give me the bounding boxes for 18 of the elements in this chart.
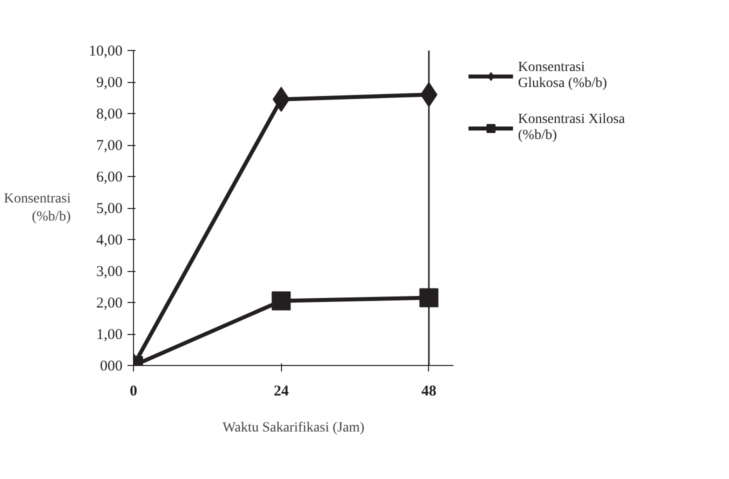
y-axis-title: Konsentrasi (%b/b) — [4, 192, 72, 224]
y-tick-label: 000 — [100, 358, 122, 374]
legend-label: Konsentrasi Xilosa (%b/b) — [518, 112, 625, 144]
x-tick-label: 24 — [274, 384, 290, 400]
x-tick-label: 48 — [421, 384, 436, 400]
y-tick-label: 5,00 — [96, 201, 122, 217]
x-tick-label: 0 — [130, 384, 138, 400]
y-tick-label: 1,00 — [96, 327, 122, 343]
y-tick-label: 8,00 — [96, 106, 122, 122]
legend-label: Konsentrasi Glukosa (%b/b) — [518, 60, 608, 92]
y-tick-label: 4,00 — [96, 232, 122, 248]
y-tick-label: 7,00 — [96, 138, 122, 154]
y-tick-label: 10,00 — [88, 44, 122, 60]
y-tick-label: 6,00 — [96, 170, 122, 186]
y-tick-label: 3,00 — [96, 264, 122, 280]
y-tick-label: 9,00 — [96, 75, 122, 91]
y-tick-label: 2,00 — [96, 296, 122, 312]
x-axis-title: Waktu Sakarifikasi (Jam) — [222, 420, 365, 436]
